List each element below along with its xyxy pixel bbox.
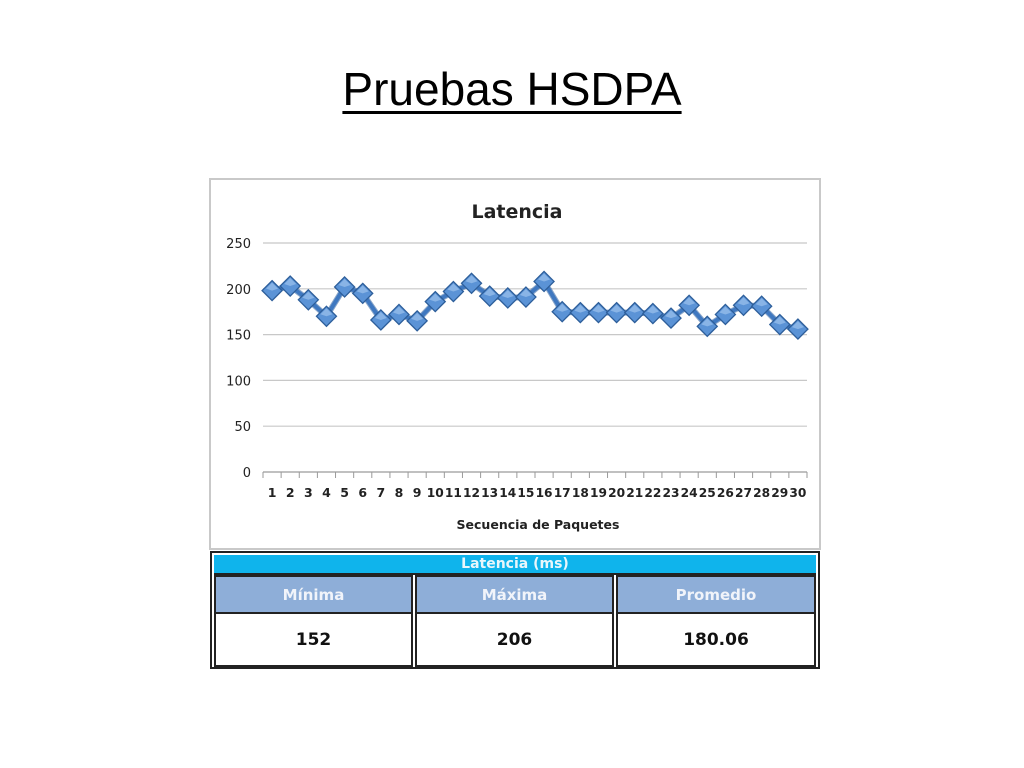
x-tick-label: 26 <box>717 485 734 500</box>
data-point-marker <box>460 272 483 295</box>
y-tick-label: 100 <box>226 374 251 389</box>
x-tick-label: 7 <box>377 485 386 500</box>
x-tick-label: 20 <box>608 485 625 500</box>
x-tick-label: 18 <box>572 485 589 500</box>
table-caption: Latencia (ms) <box>214 555 816 575</box>
data-point-highlight <box>592 304 605 313</box>
x-tick-label: 4 <box>322 485 331 500</box>
y-tick-label: 150 <box>226 329 251 344</box>
series-layer <box>261 270 809 341</box>
data-point-marker <box>515 286 537 308</box>
x-tick-label: 10 <box>427 485 444 500</box>
data-point-highlight <box>574 304 587 313</box>
value-max: 206 <box>415 612 614 667</box>
x-tick-label: 22 <box>644 485 661 500</box>
y-tick-label: 250 <box>226 237 251 252</box>
data-point-highlight <box>429 293 442 302</box>
x-tick-label: 5 <box>340 485 349 500</box>
data-point-highlight <box>338 278 351 287</box>
data-point-marker <box>315 305 338 328</box>
data-point-highlight <box>755 298 768 307</box>
data-point-highlight <box>719 306 732 315</box>
x-tick-label: 9 <box>413 485 422 500</box>
data-point-marker <box>442 280 465 303</box>
y-tick-label: 50 <box>234 420 251 435</box>
data-point-highlight <box>610 304 623 313</box>
data-point-highlight <box>393 306 405 315</box>
data-point-marker <box>569 301 592 324</box>
data-point-marker <box>351 282 374 305</box>
data-point-highlight <box>665 310 677 319</box>
slide-title: Pruebas HSDPA <box>342 63 682 115</box>
x-tick-label: 17 <box>554 485 571 500</box>
data-point-highlight <box>791 321 804 330</box>
data-point-highlight <box>284 278 297 287</box>
data-point-highlight <box>320 308 333 317</box>
x-tick-label: 28 <box>753 485 770 500</box>
header-max: Máxima <box>415 575 614 614</box>
x-tick-label: 11 <box>445 485 462 500</box>
chart-frame: Latencia 0 50 100 150 200 250 1 2 3 4 5 6 7 8 9 10 11 12 1… <box>209 178 821 550</box>
x-tick-label: 30 <box>789 485 806 500</box>
header-min: Mínima <box>214 575 413 614</box>
data-point-highlight <box>501 289 514 298</box>
x-tick-label: 3 <box>304 485 313 500</box>
data-point-highlight <box>411 312 424 321</box>
data-point-highlight <box>266 282 279 291</box>
data-point-highlight <box>628 304 641 313</box>
data-point-highlight <box>646 305 659 314</box>
chart-title: Latencia <box>471 201 562 223</box>
y-tick-label: 200 <box>226 283 251 298</box>
x-tick-label: 16 <box>536 485 553 500</box>
data-point-highlight <box>701 318 714 327</box>
x-tick-label: 8 <box>395 485 404 500</box>
data-point-marker <box>279 275 302 297</box>
data-point-marker <box>605 301 628 324</box>
data-point-highlight <box>483 288 496 297</box>
data-point-highlight <box>773 316 786 325</box>
data-point-highlight <box>556 303 569 312</box>
data-point-marker <box>297 288 320 311</box>
x-tick-label: 29 <box>771 485 788 500</box>
data-point-highlight <box>356 285 369 294</box>
value-avg: 180.06 <box>616 612 816 667</box>
x-axis-label: Secuencia de Paquetes <box>457 517 620 532</box>
x-tick-label: 15 <box>517 485 534 500</box>
data-point-marker <box>261 279 283 302</box>
data-point-marker <box>696 315 719 338</box>
data-point-highlight <box>374 311 387 320</box>
x-tick-label: 6 <box>358 485 367 500</box>
x-tick-label: 23 <box>663 485 680 500</box>
x-tick-label: 19 <box>590 485 607 500</box>
value-min: 152 <box>214 612 413 667</box>
data-point-highlight <box>737 297 750 306</box>
y-tick-label: 0 <box>243 466 251 481</box>
data-point-marker <box>750 295 773 318</box>
data-point-marker <box>551 300 574 323</box>
data-point-highlight <box>447 283 460 292</box>
header-avg: Promedio <box>616 575 816 614</box>
x-tick-label: 14 <box>499 485 516 500</box>
data-point-highlight <box>302 291 315 300</box>
x-tick-label: 1 <box>268 485 277 500</box>
x-tick-label: 21 <box>626 485 643 500</box>
data-point-highlight <box>683 297 696 306</box>
data-point-highlight <box>538 273 551 282</box>
x-tick-label: 24 <box>681 485 698 500</box>
x-tick-label: 13 <box>481 485 498 500</box>
data-point-highlight <box>465 275 478 284</box>
x-tick-label: 2 <box>286 485 295 500</box>
x-tick-label: 27 <box>735 485 752 500</box>
x-tick-label: 12 <box>463 485 480 500</box>
data-point-highlight <box>519 289 532 298</box>
data-point-marker <box>333 276 356 298</box>
data-point-marker <box>678 294 701 317</box>
latency-stats-table: Latencia (ms) Mínima Máxima Promedio 152… <box>210 551 820 669</box>
x-tick-label: 25 <box>699 485 716 500</box>
